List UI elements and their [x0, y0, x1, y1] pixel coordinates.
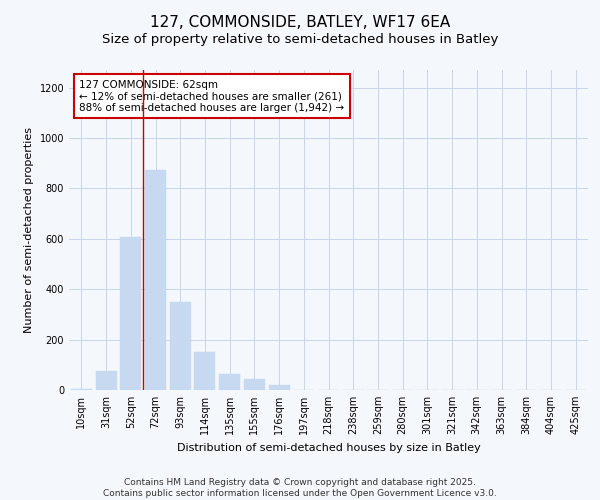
- X-axis label: Distribution of semi-detached houses by size in Batley: Distribution of semi-detached houses by …: [176, 442, 481, 452]
- Bar: [219, 374, 240, 390]
- Text: Contains HM Land Registry data © Crown copyright and database right 2025.
Contai: Contains HM Land Registry data © Crown c…: [103, 478, 497, 498]
- Bar: [71, 388, 92, 390]
- Text: Size of property relative to semi-detached houses in Batley: Size of property relative to semi-detach…: [102, 32, 498, 46]
- Bar: [145, 170, 166, 390]
- Text: 127 COMMONSIDE: 62sqm
← 12% of semi-detached houses are smaller (261)
88% of sem: 127 COMMONSIDE: 62sqm ← 12% of semi-deta…: [79, 80, 344, 113]
- Bar: [170, 302, 191, 390]
- Bar: [194, 352, 215, 390]
- Bar: [244, 378, 265, 390]
- Bar: [120, 237, 141, 390]
- Bar: [95, 371, 116, 390]
- Y-axis label: Number of semi-detached properties: Number of semi-detached properties: [24, 127, 34, 333]
- Text: 127, COMMONSIDE, BATLEY, WF17 6EA: 127, COMMONSIDE, BATLEY, WF17 6EA: [150, 15, 450, 30]
- Bar: [269, 386, 290, 390]
